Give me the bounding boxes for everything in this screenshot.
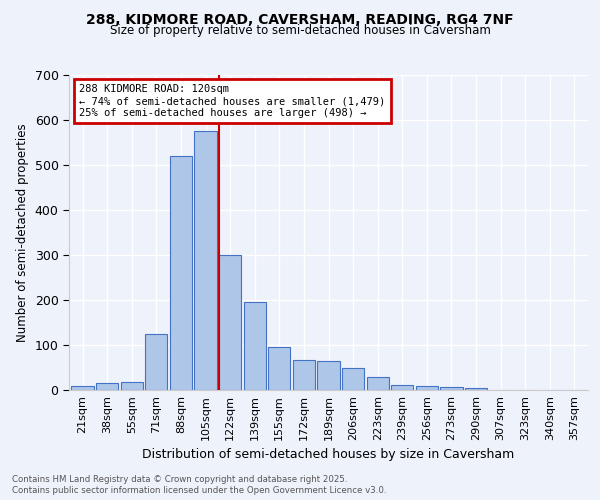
Bar bbox=[96, 383, 118, 390]
Bar bbox=[121, 382, 143, 390]
Bar bbox=[170, 156, 192, 390]
Bar bbox=[268, 347, 290, 390]
Bar bbox=[416, 386, 438, 390]
X-axis label: Distribution of semi-detached houses by size in Caversham: Distribution of semi-detached houses by … bbox=[142, 448, 515, 461]
Bar bbox=[194, 131, 217, 390]
Bar bbox=[317, 361, 340, 390]
Text: Contains public sector information licensed under the Open Government Licence v3: Contains public sector information licen… bbox=[12, 486, 386, 495]
Text: Contains HM Land Registry data © Crown copyright and database right 2025.: Contains HM Land Registry data © Crown c… bbox=[12, 475, 347, 484]
Y-axis label: Number of semi-detached properties: Number of semi-detached properties bbox=[16, 123, 29, 342]
Text: Size of property relative to semi-detached houses in Caversham: Size of property relative to semi-detach… bbox=[110, 24, 490, 37]
Text: 288 KIDMORE ROAD: 120sqm
← 74% of semi-detached houses are smaller (1,479)
25% o: 288 KIDMORE ROAD: 120sqm ← 74% of semi-d… bbox=[79, 84, 386, 117]
Text: 288, KIDMORE ROAD, CAVERSHAM, READING, RG4 7NF: 288, KIDMORE ROAD, CAVERSHAM, READING, R… bbox=[86, 12, 514, 26]
Bar bbox=[244, 302, 266, 390]
Bar bbox=[391, 384, 413, 390]
Bar bbox=[465, 388, 487, 390]
Bar bbox=[342, 368, 364, 390]
Bar bbox=[71, 386, 94, 390]
Bar bbox=[293, 360, 315, 390]
Bar bbox=[367, 378, 389, 390]
Bar bbox=[145, 334, 167, 390]
Bar bbox=[440, 387, 463, 390]
Bar bbox=[219, 255, 241, 390]
